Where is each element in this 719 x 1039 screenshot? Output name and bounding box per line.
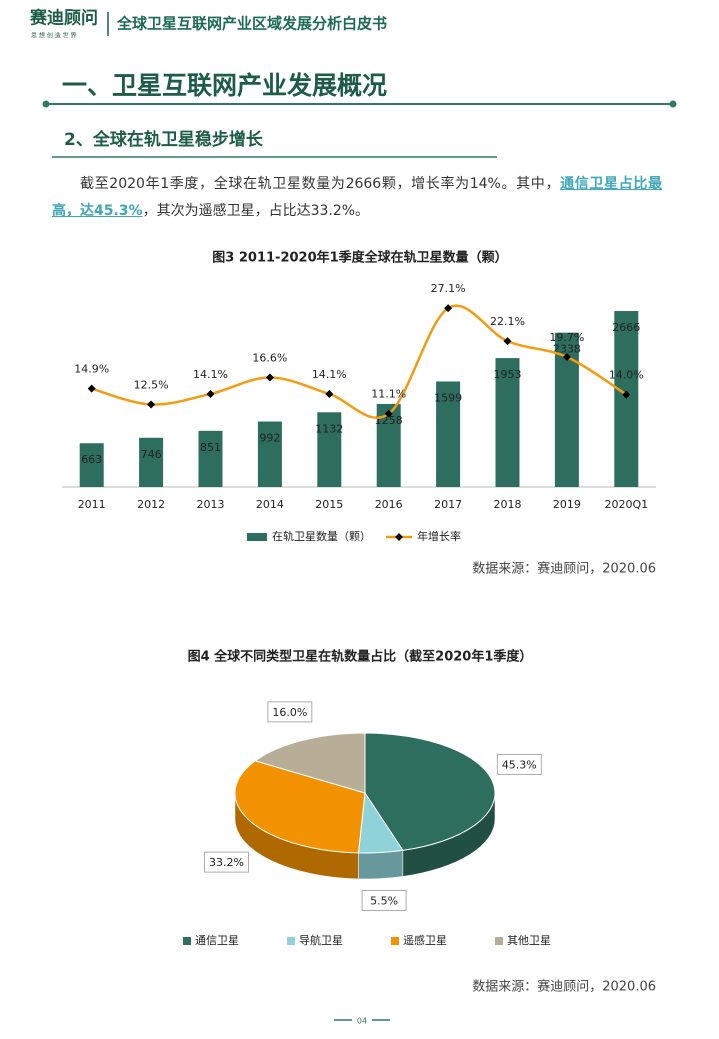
chart-title: 图4 全球不同类型卫星在轨数量占比（截至2020年1季度）	[188, 649, 533, 665]
line-label: 14.1%	[312, 368, 347, 381]
legend-label: 遥感卫星	[403, 934, 447, 947]
line-marker	[503, 337, 512, 346]
x-tick-label: 2017	[434, 498, 462, 511]
x-tick-label: 2019	[553, 498, 581, 511]
header-title: 全球卫星互联网产业区域发展分析白皮书	[116, 15, 387, 33]
pie-slice	[364, 732, 496, 851]
x-tick-label: 2012	[137, 498, 165, 511]
bar-label: 2338	[553, 343, 581, 356]
paragraph-text: ，其次为遥感卫星，占比达33.2%。	[142, 203, 370, 219]
bar	[257, 421, 282, 487]
page-number: 04	[357, 1017, 367, 1026]
bar-label: 851	[200, 441, 221, 454]
x-tick-label: 2016	[375, 498, 403, 511]
paragraph: 截至2020年1季度，全球在轨卫星数量为2666颗，增长率为14%。其中，通信卫…	[52, 171, 662, 225]
bar-label: 1599	[434, 391, 462, 404]
legend-label: 导航卫星	[299, 933, 343, 947]
slogan: 思 想 创 造 世 界	[31, 32, 77, 40]
line-marker	[206, 389, 215, 398]
pie-label: 33.2%	[209, 856, 244, 869]
highlight: 通信卫星占比最高，达45.3%	[52, 176, 663, 219]
x-tick-label: 2013	[197, 498, 225, 511]
bar	[495, 358, 520, 487]
legend-swatch	[391, 937, 399, 945]
line-marker	[325, 389, 334, 398]
line-label: 14.9%	[74, 363, 109, 376]
label-box	[361, 890, 407, 911]
pie-slice	[254, 732, 366, 794]
bar-label: 663	[81, 453, 102, 466]
line-marker	[147, 400, 156, 409]
source: 数据来源：赛迪顾问，2020.06	[472, 979, 656, 995]
line-label: 11.1%	[371, 388, 406, 401]
pie-side	[358, 850, 404, 880]
legend-swatch	[183, 937, 191, 945]
bar	[614, 311, 639, 487]
bar	[317, 412, 342, 487]
bar	[436, 381, 461, 487]
x-tick-label: 2011	[78, 498, 106, 511]
legend-swatch	[287, 937, 295, 945]
line-label: 16.6%	[252, 351, 287, 364]
line-label: 19.7%	[549, 331, 584, 344]
legend-swatch	[247, 533, 267, 541]
line-label: 14.0%	[609, 369, 644, 382]
legend-swatch	[495, 937, 503, 945]
line-marker	[87, 384, 96, 393]
label-box	[204, 851, 249, 873]
bar-label: 746	[141, 448, 162, 461]
line-label: 27.1%	[431, 282, 466, 295]
heading-2: 2、全球在轨卫星稳步增长	[64, 129, 264, 150]
line-marker	[444, 304, 453, 313]
bar-label: 2666	[612, 321, 640, 334]
line-marker	[384, 409, 393, 418]
pie-label: 45.3%	[502, 758, 537, 771]
pie-label: 16.0%	[272, 706, 307, 719]
line-marker	[265, 373, 274, 382]
source: 数据来源：赛迪顾问，2020.06	[472, 561, 656, 577]
legend-label: 年增长率	[417, 529, 461, 543]
bar-label: 1953	[494, 368, 522, 381]
legend-label: 在轨卫星数量（颗）	[272, 529, 371, 543]
line-marker	[562, 352, 571, 361]
rule-dot	[669, 100, 677, 108]
x-tick-label: 2014	[256, 498, 284, 511]
legend-marker	[395, 533, 403, 541]
heading-1: 一、卫星互联网产业发展概况	[62, 71, 387, 100]
rule-dot	[42, 100, 50, 108]
x-tick-label: 2018	[494, 498, 522, 511]
label-box	[496, 754, 542, 775]
logo: 赛迪顾问	[29, 8, 98, 29]
bar-label: 1132	[315, 422, 343, 435]
legend-label: 其他卫星	[507, 934, 551, 947]
bar	[198, 430, 223, 487]
legend-label: 通信卫星	[195, 934, 239, 947]
x-tick-label: 2015	[315, 498, 343, 511]
chart-title: 图3 2011-2020年1季度全球在轨卫星数量（颗）	[212, 250, 507, 266]
growth-line	[91, 304, 627, 419]
line-marker	[622, 390, 631, 399]
bar	[79, 443, 104, 487]
bar	[139, 437, 164, 487]
pie-label: 5.5%	[370, 894, 398, 907]
line-label: 22.1%	[490, 315, 525, 328]
bar-label: 992	[259, 432, 280, 445]
paragraph-text: 截至2020年1季度，全球在轨卫星数量为2666颗，增长率为14%。其中，	[80, 176, 561, 192]
line-label: 14.1%	[193, 368, 228, 381]
line-label: 12.5%	[134, 379, 169, 392]
x-tick-label: 2020Q1	[604, 498, 648, 511]
label-box	[267, 701, 313, 723]
